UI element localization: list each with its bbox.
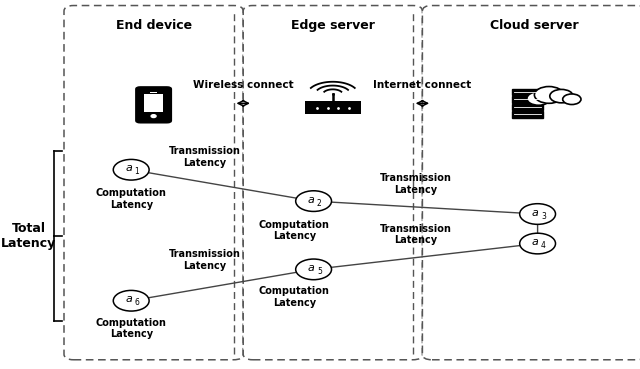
FancyBboxPatch shape xyxy=(64,6,243,360)
Circle shape xyxy=(113,159,149,180)
Circle shape xyxy=(563,94,581,104)
Text: a: a xyxy=(532,237,538,247)
Text: Computation
Latency: Computation Latency xyxy=(259,286,330,308)
Bar xyxy=(150,92,157,93)
Text: 4: 4 xyxy=(541,241,546,250)
Text: 2: 2 xyxy=(317,199,322,208)
Circle shape xyxy=(520,204,556,224)
Circle shape xyxy=(520,233,556,254)
Text: End device: End device xyxy=(116,19,191,32)
Text: Computation
Latency: Computation Latency xyxy=(96,318,166,339)
Text: Internet connect: Internet connect xyxy=(373,80,472,90)
Text: Computation
Latency: Computation Latency xyxy=(96,189,166,210)
Text: Transmission
Latency: Transmission Latency xyxy=(169,146,241,168)
Text: Total
Latency: Total Latency xyxy=(1,222,56,250)
Text: Transmission
Latency: Transmission Latency xyxy=(380,173,452,195)
Circle shape xyxy=(534,87,564,103)
Text: a: a xyxy=(125,294,132,304)
FancyBboxPatch shape xyxy=(243,6,422,360)
Text: 5: 5 xyxy=(317,267,322,276)
Circle shape xyxy=(527,92,550,105)
Text: Edge server: Edge server xyxy=(291,19,375,32)
Circle shape xyxy=(296,191,332,211)
Text: Computation
Latency: Computation Latency xyxy=(259,220,330,241)
Text: a: a xyxy=(125,163,132,173)
FancyBboxPatch shape xyxy=(422,6,640,360)
Bar xyxy=(511,89,543,96)
Circle shape xyxy=(550,89,573,103)
Circle shape xyxy=(151,115,156,117)
Text: Cloud server: Cloud server xyxy=(490,19,579,32)
Bar xyxy=(511,104,543,110)
Bar xyxy=(305,101,361,114)
Bar xyxy=(511,96,543,103)
Text: Wireless connect: Wireless connect xyxy=(193,80,294,90)
FancyBboxPatch shape xyxy=(135,86,172,124)
Text: 6: 6 xyxy=(134,299,140,307)
Text: a: a xyxy=(532,207,538,218)
Text: a: a xyxy=(308,194,314,205)
Text: Transmission
Latency: Transmission Latency xyxy=(380,224,452,245)
Text: a: a xyxy=(308,263,314,273)
Circle shape xyxy=(113,290,149,311)
Text: Transmission
Latency: Transmission Latency xyxy=(169,249,241,271)
Bar xyxy=(144,94,163,113)
Text: 3: 3 xyxy=(541,212,546,221)
Text: 1: 1 xyxy=(134,168,140,176)
Bar xyxy=(511,111,543,118)
Circle shape xyxy=(296,259,332,280)
